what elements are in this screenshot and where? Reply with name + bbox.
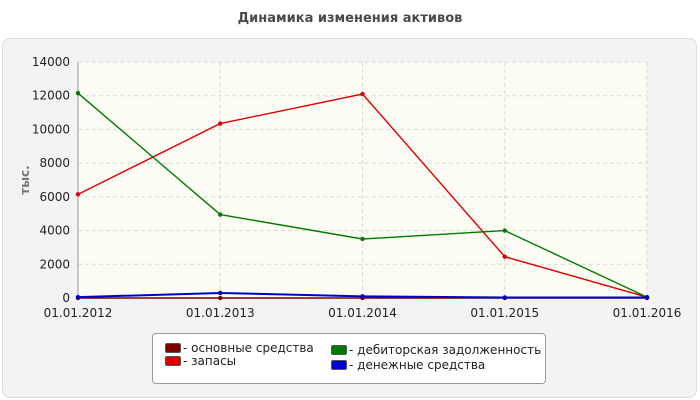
y-axis-label-box: тыс. bbox=[6, 160, 32, 200]
data-point-s3-1 bbox=[218, 290, 223, 296]
legend-item-receivables: - дебиторская задолженность bbox=[331, 343, 541, 357]
legend-item-inventory: - запасы bbox=[165, 354, 236, 368]
data-point-s1-3 bbox=[502, 254, 507, 259]
x-tick-label: 01.01.2016 bbox=[613, 306, 682, 320]
data-point-s2-1 bbox=[218, 212, 223, 217]
y-tick-label: 4000 bbox=[39, 224, 70, 238]
y-tick-label: 14000 bbox=[32, 55, 70, 69]
x-tick-label: 01.01.2013 bbox=[186, 306, 255, 320]
y-tick-label: 12000 bbox=[32, 89, 70, 103]
y-tick-label: 0 bbox=[62, 291, 70, 305]
data-point-s1-0 bbox=[75, 192, 81, 197]
data-point-s3-4 bbox=[644, 295, 650, 300]
data-point-s3-3 bbox=[502, 295, 507, 300]
legend-label-cash: - денежные средства bbox=[349, 358, 486, 372]
y-tick-label: 8000 bbox=[39, 156, 70, 170]
y-tick-label: 6000 bbox=[39, 190, 70, 204]
legend-item-fixed-assets: - основные средства bbox=[165, 341, 314, 355]
legend-swatch-receivables bbox=[331, 345, 347, 355]
legend-item-cash: - денежные средства bbox=[331, 358, 485, 372]
legend-swatch-fixed-assets bbox=[165, 343, 181, 353]
chart-title: Динамика изменения активов bbox=[237, 11, 463, 26]
x-tick-label: 01.01.2015 bbox=[470, 306, 539, 320]
legend-label-receivables: - дебиторская задолженность bbox=[349, 343, 542, 357]
legend-swatch-cash bbox=[331, 360, 347, 370]
legend-label-inventory: - запасы bbox=[183, 354, 237, 368]
y-tick-label: 10000 bbox=[32, 122, 70, 136]
x-tick-label: 01.01.2012 bbox=[44, 306, 113, 320]
y-axis-label: тыс. bbox=[18, 165, 32, 195]
data-point-s3-0 bbox=[75, 294, 81, 300]
y-tick-label: 2000 bbox=[39, 257, 70, 271]
data-point-s1-2 bbox=[360, 91, 365, 97]
data-point-s1-1 bbox=[218, 121, 223, 126]
data-point-s0-1 bbox=[218, 295, 223, 301]
data-point-s2-2 bbox=[360, 236, 365, 242]
x-tick-label: 01.01.2014 bbox=[328, 306, 397, 320]
legend-label-fixed-assets: - основные средства bbox=[183, 341, 314, 355]
legend-swatch-inventory bbox=[165, 356, 181, 366]
data-point-s2-0 bbox=[75, 90, 81, 96]
data-point-s3-2 bbox=[360, 294, 365, 299]
legend: - основные средства - запасы - дебиторск… bbox=[152, 333, 546, 384]
data-point-s2-3 bbox=[502, 228, 507, 233]
